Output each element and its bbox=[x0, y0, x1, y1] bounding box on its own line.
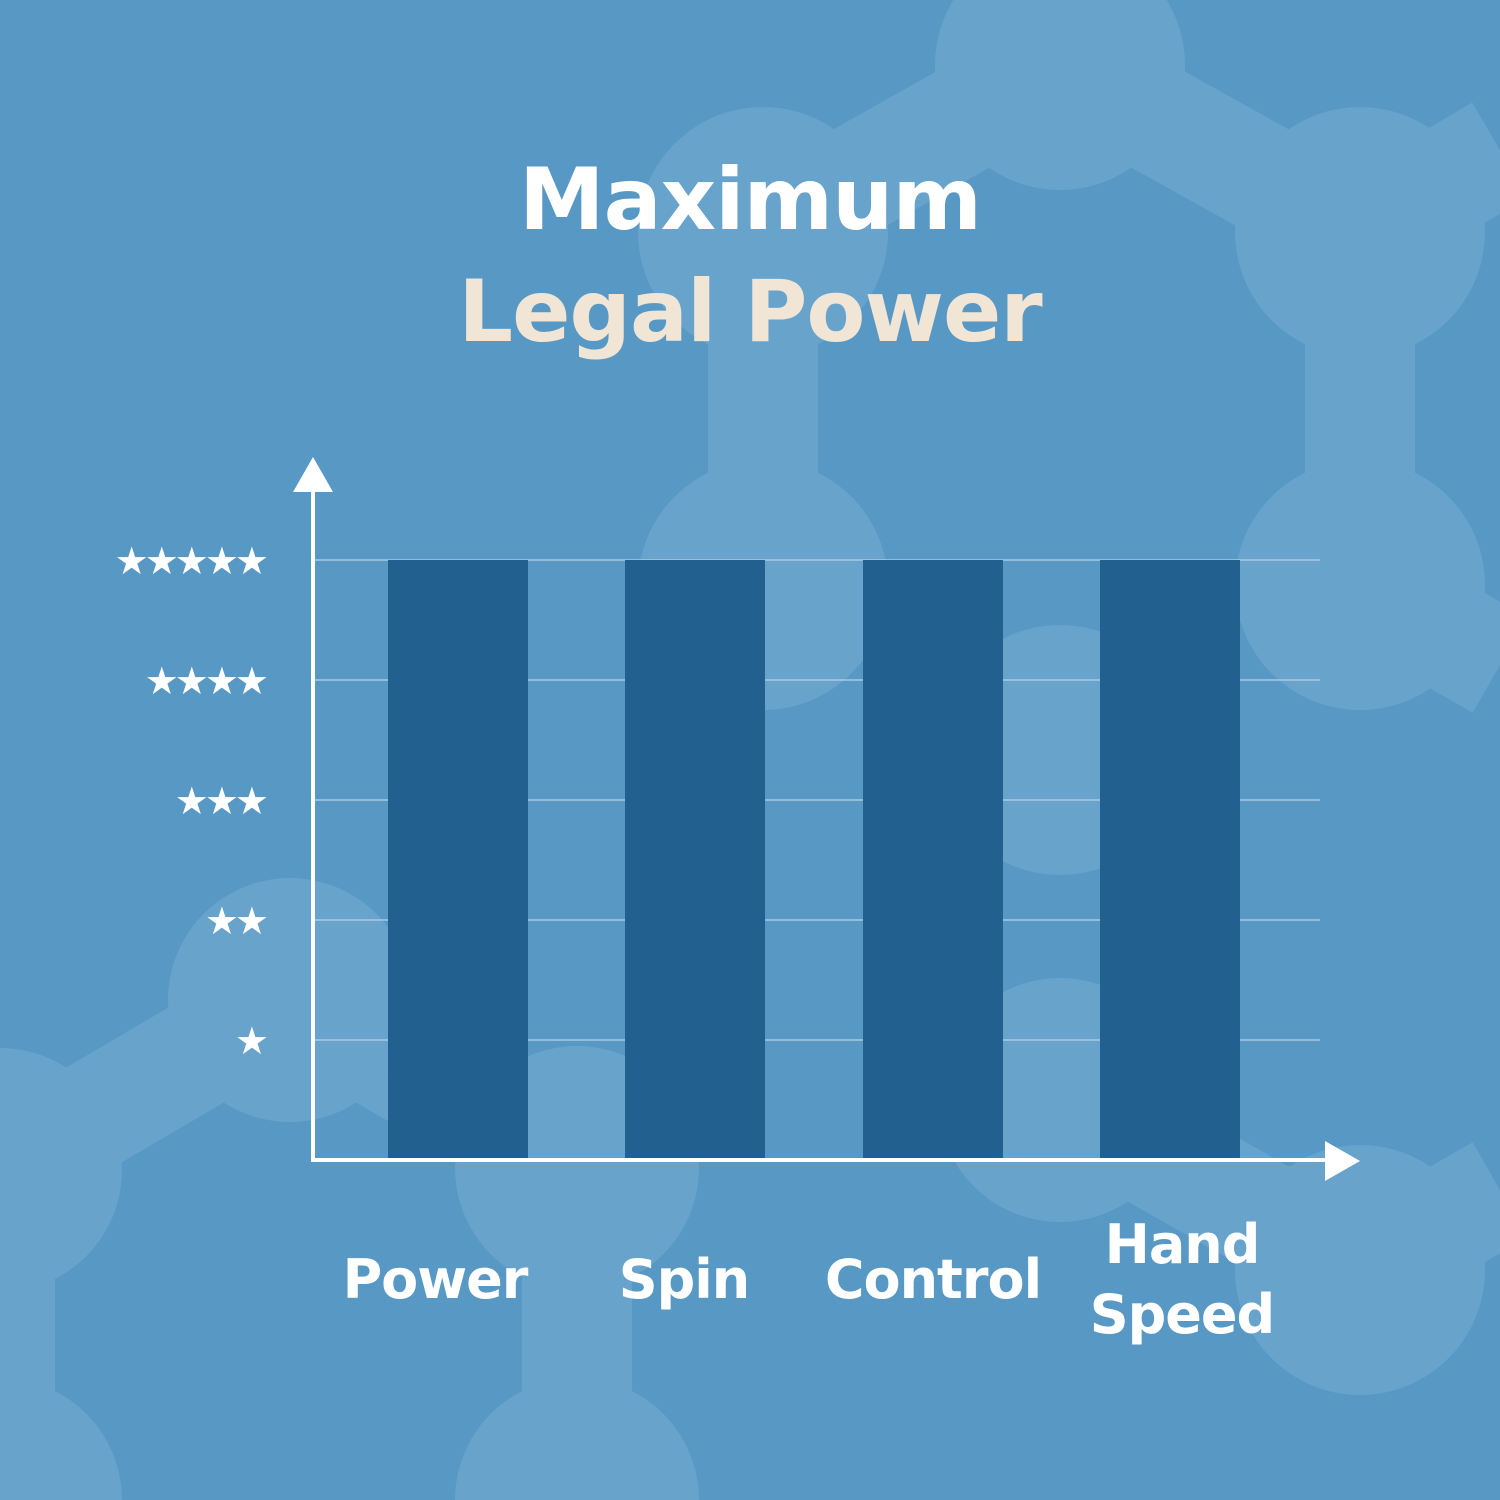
y-tick-label: ★★ bbox=[205, 899, 267, 943]
bar-control bbox=[863, 560, 1003, 1160]
bar-power bbox=[388, 560, 528, 1160]
x-tick-label-line: Power bbox=[342, 1248, 529, 1311]
y-tick-label: ★★★ bbox=[175, 779, 267, 823]
x-tick-label-line: Speed bbox=[1089, 1283, 1275, 1346]
x-tick-label: Power bbox=[305, 1245, 565, 1315]
chart-title-line2: Legal Power bbox=[458, 262, 1042, 362]
y-tick-label: ★ bbox=[235, 1019, 267, 1063]
x-tick-label: Control bbox=[803, 1245, 1063, 1315]
x-tick-label-line: Control bbox=[824, 1248, 1042, 1311]
x-tick-label-line: Spin bbox=[618, 1248, 751, 1311]
x-tick-label-line: Hand bbox=[1104, 1213, 1261, 1276]
x-tick-label: Hand Speed bbox=[1052, 1210, 1312, 1350]
y-tick-label: ★★★★ bbox=[145, 659, 267, 703]
y-axis-arrow-icon bbox=[293, 457, 333, 492]
y-tick-label: ★★★★★ bbox=[115, 539, 267, 583]
bar-hand-speed bbox=[1100, 560, 1240, 1160]
x-axis-arrow-icon bbox=[1325, 1141, 1360, 1181]
chart-title-line1: Maximum bbox=[518, 150, 982, 250]
x-tick-label: Spin bbox=[554, 1245, 814, 1315]
bar-spin bbox=[625, 560, 765, 1160]
